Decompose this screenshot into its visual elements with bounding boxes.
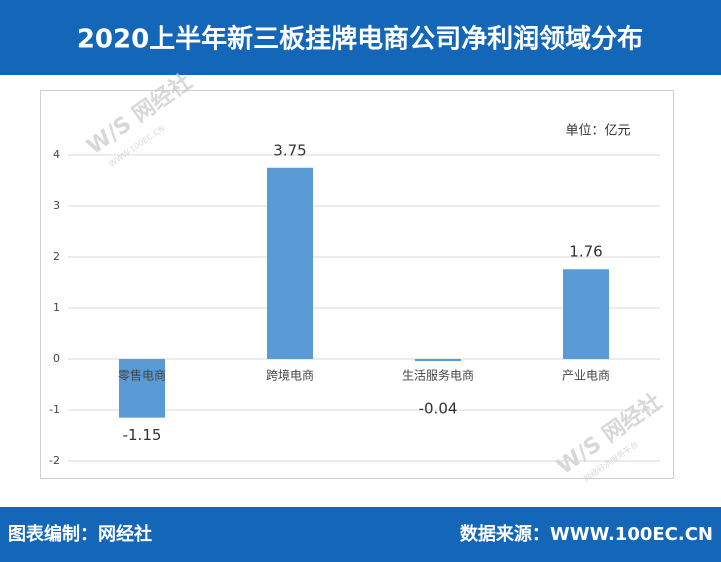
bar (119, 359, 165, 418)
chart-frame (40, 90, 674, 479)
y-tick-label: 0 (53, 352, 60, 365)
bar (563, 269, 609, 359)
y-tick-label: 2 (53, 250, 60, 263)
value-label: -0.04 (419, 400, 458, 418)
y-tick-label: -1 (49, 403, 60, 416)
title-banner (0, 0, 721, 75)
x-tick-label: 生活服务电商 (402, 368, 474, 383)
y-tick-label: 1 (53, 301, 60, 314)
y-tick-label: -2 (49, 454, 60, 467)
y-tick-label: 4 (53, 148, 60, 161)
unit-label: 单位：亿元 (565, 124, 630, 139)
chart-title: 2020上半年新三板挂牌电商公司净利润领域分布 (77, 24, 643, 55)
x-tick-label: 跨境电商 (266, 368, 314, 383)
bar (415, 359, 461, 362)
value-label: -1.15 (123, 426, 162, 444)
footer-banner (0, 507, 721, 562)
value-label: 1.76 (569, 243, 602, 261)
x-tick-label: 产业电商 (562, 368, 610, 383)
y-tick-label: 3 (53, 199, 60, 212)
value-label: 3.75 (273, 141, 306, 159)
x-tick-label: 零售电商 (118, 368, 166, 383)
footer-left: 图表编制：网经社 (8, 523, 152, 545)
footer-right: 数据来源：WWW.100EC.CN (460, 523, 713, 545)
bar (267, 167, 313, 359)
